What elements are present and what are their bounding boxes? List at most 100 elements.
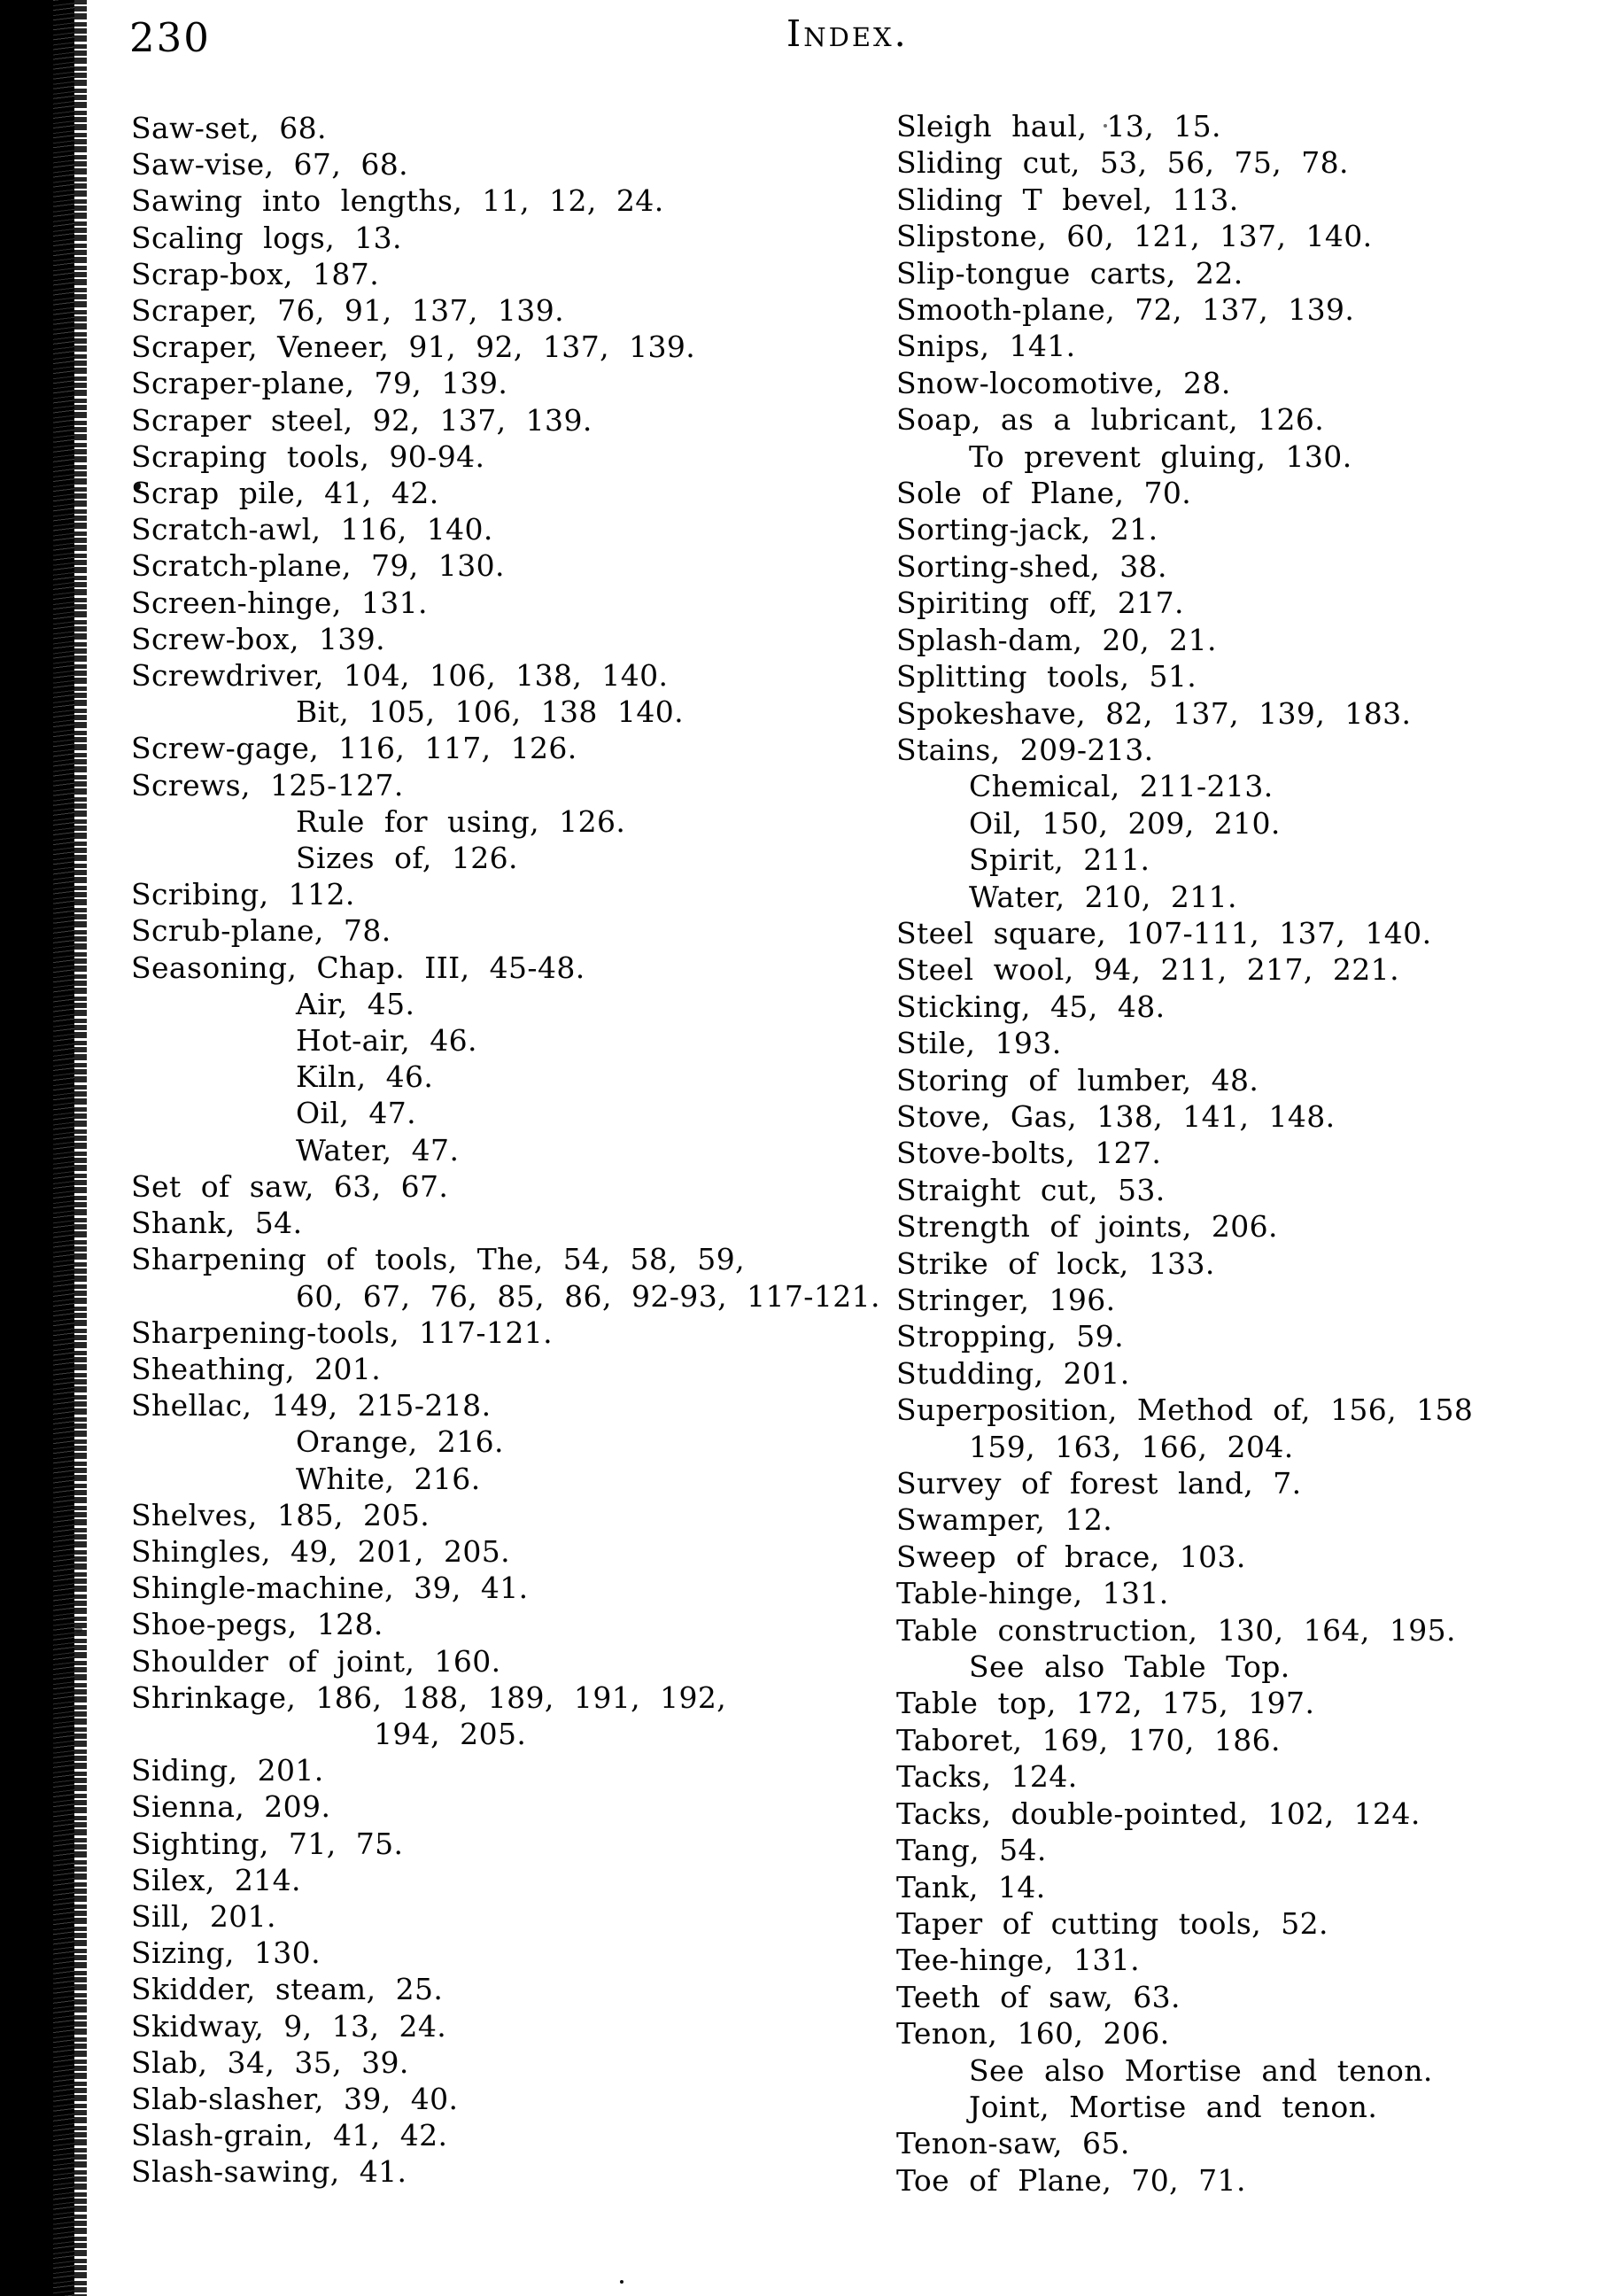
index-entry-line: Joint, Mortise and tenon. xyxy=(969,2089,1378,2124)
index-entry-line: Scrap pile, 41, 42. xyxy=(131,476,439,511)
index-entry-line: Scaling logs, 13. xyxy=(131,220,402,255)
index-entry-line: Air, 45. xyxy=(296,986,415,1021)
index-entry-line: Shelves, 185, 205. xyxy=(131,1497,430,1532)
index-entry-line: Sliding T bevel, 113. xyxy=(896,182,1239,217)
index-entry-line: Tenon, 160, 206. xyxy=(896,2016,1170,2052)
index-entry-line: Splash-dam, 20, 21. xyxy=(896,622,1217,657)
index-entry-line: Spokeshave, 82, 137, 139, 183. xyxy=(896,695,1412,731)
index-entry-line: Screw-box, 139. xyxy=(131,621,386,656)
index-entry-line: Steel square, 107-111, 137, 140. xyxy=(896,915,1432,950)
index-entry-line: Sole of Plane, 70. xyxy=(896,476,1192,511)
index-entry-line: Strength of joints, 206. xyxy=(896,1209,1278,1245)
book-binding-edge xyxy=(0,0,74,2296)
page-number: 230 xyxy=(129,14,211,61)
index-entry-line: Screw-gage, 116, 117, 126. xyxy=(131,731,577,766)
index-entry-line: Scraper, Veneer, 91, 92, 137, 139. xyxy=(131,330,696,365)
index-entry-line: Spirit, 211. xyxy=(969,842,1150,878)
index-entry-line: Sighting, 71, 75. xyxy=(131,1826,404,1861)
index-entry-line: Screwdriver, 104, 106, 138, 140. xyxy=(131,658,669,694)
index-entry-line: Slash-sawing, 41. xyxy=(131,2154,407,2190)
index-entry-line: Swamper, 12. xyxy=(896,1502,1113,1538)
index-entry-line: Kiln, 46. xyxy=(296,1059,434,1095)
index-entry-line: Slash-grain, 41, 42. xyxy=(131,2118,448,2153)
index-entry-line: Scraper, 76, 91, 137, 139. xyxy=(131,293,564,329)
index-entry-line: Shrinkage, 186, 188, 189, 191, 192, xyxy=(131,1679,727,1715)
index-entry-line: Scraper steel, 92, 137, 139. xyxy=(131,402,593,438)
index-entry-line: Stringer, 196. xyxy=(896,1283,1116,1317)
index-entry-line: Tacks, double-pointed, 102, 124. xyxy=(896,1796,1421,1831)
index-entry-line: Storing of lumber, 48. xyxy=(896,1062,1259,1098)
index-entry-line: Shoulder of joint, 160. xyxy=(131,1643,501,1679)
index-entry-line: Bit, 105, 106, 138 140. xyxy=(296,694,685,730)
ink-speck xyxy=(1104,124,1107,128)
index-entry-line: Stile, 193. xyxy=(896,1026,1062,1061)
index-entry-line: 194, 205. xyxy=(374,1716,527,1751)
index-entry-line: Tacks, 124. xyxy=(896,1759,1078,1795)
index-entry-line: Scratch-awl, 116, 140. xyxy=(131,512,493,547)
index-entry-line: Toe of Plane, 70, 71. xyxy=(896,2162,1246,2198)
index-entry-line: Skidway, 9, 13, 24. xyxy=(131,2008,447,2044)
index-entry-line: Oil, 150, 209, 210. xyxy=(969,805,1281,841)
index-left-column: Saw-set, 68. Saw-vise, 67, 68. Sawing into… xyxy=(131,110,928,2191)
book-binding-texture xyxy=(53,0,74,2296)
index-entry-line: Seasoning, Chap. III, 45-48. xyxy=(131,950,585,985)
index-entry-line: Shingle-machine, 39, 41. xyxy=(131,1571,529,1606)
index-entry-line: Slab-slasher, 39, 40. xyxy=(131,2081,459,2116)
index-entry-line: White, 216. xyxy=(296,1461,481,1496)
index-entry-line: Sheathing, 201. xyxy=(131,1351,382,1386)
index-entry-line: Taper of cutting tools, 52. xyxy=(896,1905,1328,1941)
index-entry-line: Sharpening of tools, The, 54, 58, 59, xyxy=(131,1242,745,1277)
index-entry-line: Studding, 201. xyxy=(896,1355,1130,1391)
index-entry-line: Table top, 172, 175, 197. xyxy=(896,1686,1315,1721)
index-entry-line: Splitting tools, 51. xyxy=(896,659,1197,694)
index-entry-line: Tank, 14. xyxy=(896,1869,1046,1904)
index-entry-line: Stains, 209-213. xyxy=(896,732,1154,767)
index-entry-line: Water, 210, 211. xyxy=(969,879,1237,914)
index-entry-line: Steel wool, 94, 211, 217, 221. xyxy=(896,952,1399,988)
book-binding-ragged-edge xyxy=(74,0,87,2296)
index-entry-line: Scribing, 112. xyxy=(131,877,355,912)
index-entry-line: Water, 47. xyxy=(296,1132,460,1167)
index-entry-line: Sill, 201. xyxy=(131,1898,276,1934)
index-entry-line: Saw-vise, 67, 68. xyxy=(131,147,409,182)
index-entry-line: Snips, 141. xyxy=(896,329,1076,364)
index-entry-line: Sleigh haul, 13, 15. xyxy=(896,109,1221,144)
index-entry-line: Sizes of, 126. xyxy=(296,841,518,876)
index-entry-line: Shank, 54. xyxy=(131,1206,303,1241)
index-entry-line: See also Table Top. xyxy=(969,1649,1290,1685)
index-entry-line: Sorting-jack, 21. xyxy=(896,512,1158,547)
index-entry-line: 159, 163, 166, 204. xyxy=(969,1429,1294,1464)
index-entry-line: Snow-locomotive, 28. xyxy=(896,365,1231,400)
index-entry-line: Tenon-saw, 65. xyxy=(896,2126,1130,2161)
index-entry-line: Sweep of brace, 103. xyxy=(896,1539,1246,1574)
index-entry-line: Chemical, 211-213. xyxy=(969,769,1274,804)
index-entry-line: To prevent gluing, 130. xyxy=(969,438,1352,474)
index-entry-line: Spiriting off, 217. xyxy=(896,586,1184,621)
index-entry-line: Skidder, steam, 25. xyxy=(131,1972,444,2007)
index-entry-line: Shellac, 149, 215-218. xyxy=(131,1388,492,1423)
page-title: Index. xyxy=(786,12,909,55)
ink-speck xyxy=(136,482,141,490)
index-entry-line: Orange, 216. xyxy=(296,1424,504,1460)
index-entry-line: Scrub-plane, 78. xyxy=(131,913,391,949)
index-entry-line: Sliding cut, 53, 56, 75, 78. xyxy=(896,145,1349,181)
index-entry-line: Sienna, 209. xyxy=(131,1789,331,1825)
index-entry-line: Stropping, 59. xyxy=(896,1319,1124,1354)
index-entry-line: Hot-air, 46. xyxy=(296,1023,477,1059)
index-entry-line: Screws, 125-127. xyxy=(131,767,404,803)
index-entry-line: Screen-hinge, 131. xyxy=(131,585,428,620)
index-entry-line: Sawing into lengths, 11, 12, 24. xyxy=(131,183,664,219)
ink-speck xyxy=(620,2280,623,2284)
index-entry-line: Slipstone, 60, 121, 137, 140. xyxy=(896,219,1373,254)
index-entry-line: Soap, as a lubricant, 126. xyxy=(896,402,1325,438)
index-entry-line: Scrap-box, 187. xyxy=(131,256,380,291)
index-right-column: Sleigh haul, 13, 15. Sliding cut, 53, 56,… xyxy=(896,108,1605,2199)
index-entry-line: Tee-hinge, 131. xyxy=(896,1943,1141,1978)
index-entry-line: Strike of lock, 133. xyxy=(896,1245,1215,1281)
index-entry-line: Saw-set, 68. xyxy=(131,111,327,145)
index-entry-line: Sharpening-tools, 117-121. xyxy=(131,1315,553,1350)
index-entry-line: Scratch-plane, 79, 130. xyxy=(131,548,505,584)
index-entry-line: Taboret, 169, 170, 186. xyxy=(896,1722,1281,1757)
index-entry-line: Silex, 214. xyxy=(131,1862,301,1897)
index-entry-line: 60, 67, 76, 85, 86, 92-93, 117-121. xyxy=(296,1278,880,1314)
